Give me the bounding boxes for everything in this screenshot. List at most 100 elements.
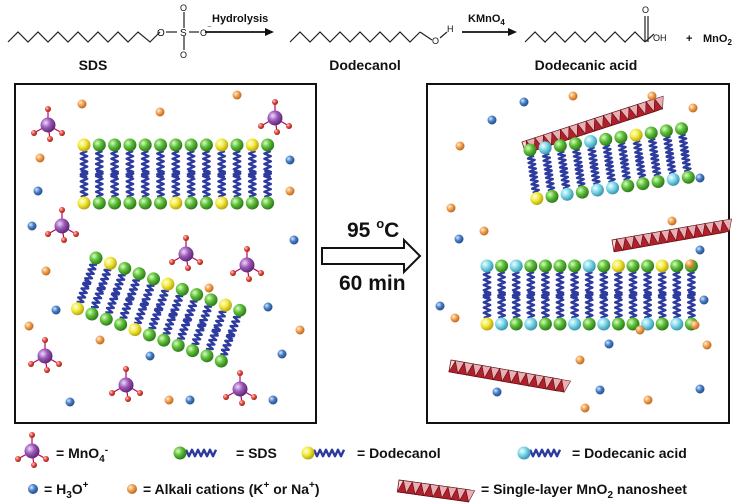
left-lower-head	[118, 261, 132, 275]
left-upper-head	[261, 138, 275, 152]
mno4-oxygen	[272, 99, 278, 105]
left-upper-head	[261, 196, 275, 210]
nanosheet	[521, 95, 664, 154]
left-lower-head	[132, 267, 146, 281]
alkali-cation	[285, 186, 295, 196]
left-upper-tail	[263, 169, 272, 199]
legend-sds-head	[173, 446, 187, 460]
left-upper-tail	[217, 169, 227, 199]
left-lower-head	[147, 272, 161, 286]
mno4-oxygen	[56, 361, 62, 367]
dodecanol-structure	[289, 31, 421, 43]
mno4-oxygen	[123, 366, 129, 372]
mno4-oxygen	[15, 456, 21, 462]
acid-o: O	[642, 5, 649, 15]
left-upper-head	[199, 196, 213, 210]
right-lower-head	[568, 317, 582, 331]
right-upper-tail	[665, 150, 677, 175]
mno4-oxygen	[45, 231, 51, 237]
mno4-oxygen	[59, 207, 65, 213]
mno4-oxygen	[251, 394, 257, 400]
alkali-cation	[647, 91, 657, 101]
left-lower-head	[218, 298, 232, 312]
right-panel-content	[435, 91, 732, 413]
h3o-ion	[33, 186, 43, 196]
sds-charge: ⁻	[207, 23, 212, 33]
right-upper-head	[584, 134, 598, 148]
right-lower-tail	[482, 290, 492, 320]
dodecanol-h: H	[447, 24, 454, 34]
alkali-cation	[446, 203, 456, 213]
h3o-ion	[185, 395, 195, 405]
left-lower-tail	[76, 278, 92, 304]
right-lower-head	[582, 259, 596, 273]
left-upper-head	[230, 196, 244, 210]
name-dodecanic-acid: Dodecanic acid	[535, 57, 638, 73]
mno4-oxygen	[223, 394, 229, 400]
mno4-oxygen	[59, 130, 65, 136]
left-lower-tail	[148, 304, 164, 330]
right-lower-tail	[570, 290, 579, 320]
mno4-oxygen	[73, 231, 79, 237]
alkali-cation	[688, 103, 698, 113]
alkali-cation	[35, 153, 45, 163]
legend: = MnO4- = SDS = Dodecanol = Dodecanic ac…	[44, 445, 687, 501]
right-upper-head	[621, 179, 635, 193]
right-upper-head	[590, 183, 604, 197]
right-upper-tail	[574, 163, 586, 188]
left-upper-tail	[79, 169, 89, 199]
left-upper-tail	[156, 169, 165, 199]
left-lower-tail	[105, 288, 120, 314]
left-lower-head	[175, 282, 189, 296]
left-lower-head	[200, 349, 214, 363]
alkali-cation	[455, 141, 465, 151]
right-lower-head	[670, 259, 684, 273]
sds-o-label: O	[157, 28, 165, 39]
right-upper-head	[681, 170, 695, 184]
h3o-ion	[289, 235, 299, 245]
right-lower-tail	[599, 290, 609, 320]
right-upper-head	[606, 181, 620, 195]
h3o-ion	[695, 173, 705, 183]
mno4-oxygen	[61, 237, 67, 243]
right-lower-head	[524, 317, 538, 331]
left-upper-head	[77, 138, 91, 152]
right-lower-head	[626, 317, 640, 331]
alkali-cation	[41, 266, 51, 276]
right-upper-head	[538, 141, 552, 155]
legend-acid-tail	[528, 448, 562, 458]
alkali-cation	[95, 335, 105, 345]
right-upper-head	[636, 177, 650, 191]
left-lower-head	[128, 323, 142, 337]
alkali-cation	[575, 355, 585, 365]
left-upper-head	[92, 138, 106, 152]
left-upper-head	[199, 138, 213, 152]
left-upper-head	[169, 196, 183, 210]
right-lower-tail	[672, 290, 682, 320]
left-upper-head	[184, 196, 198, 210]
right-lower-head	[495, 259, 509, 273]
right-lower-tail	[541, 290, 550, 320]
left-lower-tail	[162, 309, 178, 335]
mno4-oxygen	[237, 370, 243, 376]
right-upper-head	[575, 185, 589, 199]
legend-nanosheet: = Single-layer MnO2 nanosheet	[481, 481, 687, 501]
left-upper-tail	[110, 169, 120, 199]
h3o-ion	[595, 385, 605, 395]
acid-structure	[524, 31, 646, 43]
left-upper-head	[138, 138, 152, 152]
mno4-ion	[40, 117, 56, 133]
right-lower-head	[553, 317, 567, 331]
h3o-ion	[51, 305, 61, 315]
alkali-cation	[690, 320, 700, 330]
sds-s-label: S	[180, 28, 187, 39]
h3o-ion	[285, 155, 295, 165]
right-upper-tail	[620, 157, 631, 182]
nanosheet	[611, 218, 732, 253]
left-upper-tail	[125, 169, 135, 199]
alkali-cation	[155, 107, 165, 117]
left-upper-head	[108, 138, 122, 152]
right-upper-head	[523, 143, 537, 157]
alkali-cation	[450, 313, 460, 323]
